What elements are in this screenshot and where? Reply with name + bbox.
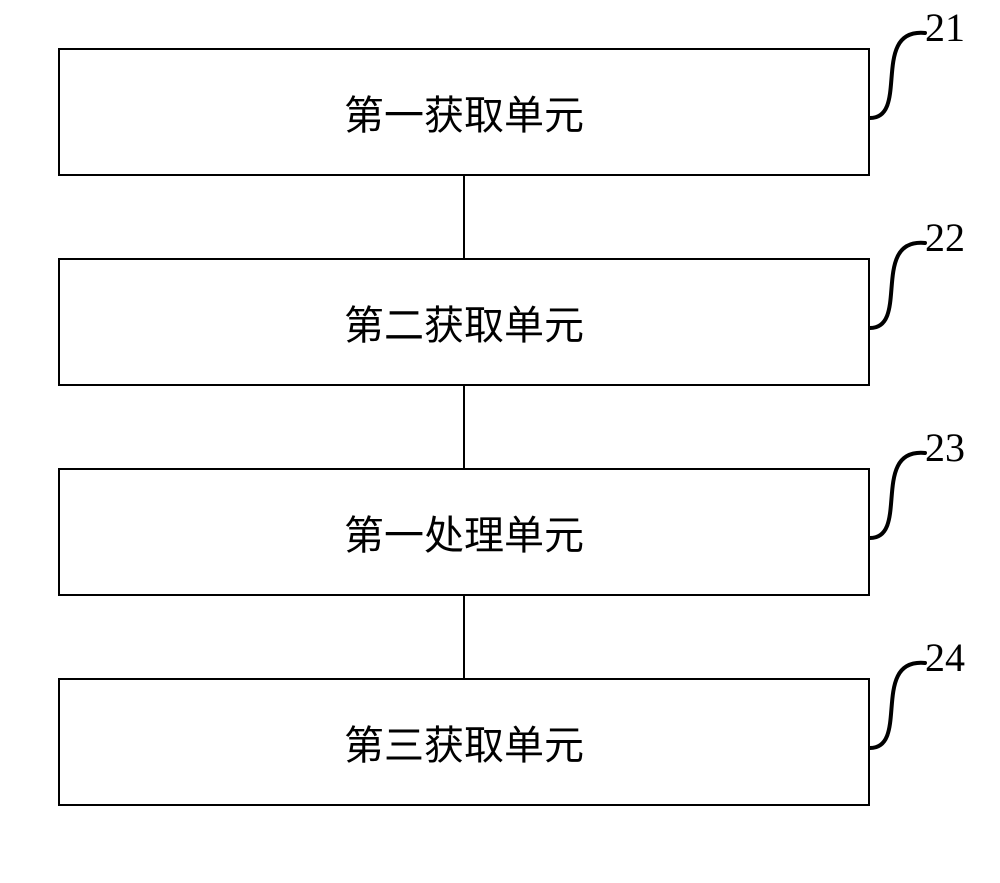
node-3: 第一处理单元	[58, 468, 870, 596]
callout-curve-2	[870, 228, 940, 338]
node-3-label: 第一处理单元	[344, 503, 584, 561]
node-4-label: 第三获取单元	[344, 713, 584, 771]
node-2-label: 第二获取单元	[344, 293, 584, 351]
edge-1-2	[463, 176, 465, 258]
edge-2-3	[463, 386, 465, 468]
node-1-label: 第一获取单元	[344, 83, 584, 141]
node-4: 第三获取单元	[58, 678, 870, 806]
callout-curve-3	[870, 438, 940, 548]
callout-curve-1	[870, 18, 940, 128]
diagram-canvas: 第一获取单元 第二获取单元 第一处理单元 第三获取单元 21 22 23 24	[0, 0, 1000, 883]
callout-curve-4	[870, 648, 940, 758]
node-1: 第一获取单元	[58, 48, 870, 176]
node-2: 第二获取单元	[58, 258, 870, 386]
edge-3-4	[463, 596, 465, 678]
